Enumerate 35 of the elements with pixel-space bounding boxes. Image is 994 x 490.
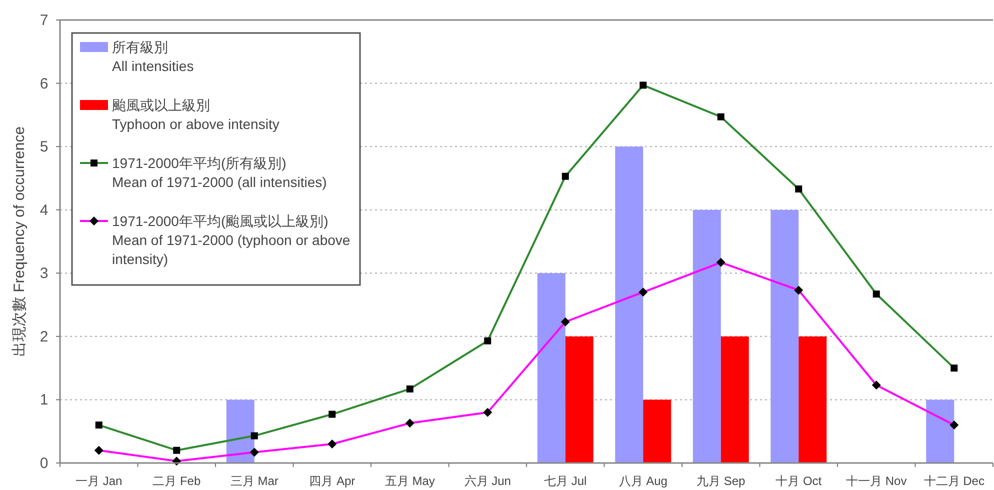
x-tick-label: 十月 Oct <box>776 474 822 488</box>
legend-label: 1971-2000年平均(颱風或以上級別) Mean of 1971-2000 (typhoon or above intensity) <box>112 213 350 267</box>
bar <box>770 210 799 463</box>
x-tick-label: 六月 Jun <box>464 474 511 488</box>
x-tick-label: 三月 Mar <box>230 474 278 488</box>
y-tick-label: 4 <box>40 202 48 219</box>
legend-label: 1971-2000年平均(所有級別) Mean of 1971-2000 (all intensities) <box>112 155 327 190</box>
x-tick-label: 一月 Jan <box>76 474 122 488</box>
y-tick-label: 3 <box>40 265 48 282</box>
bar <box>798 336 827 463</box>
bar <box>615 146 644 463</box>
bar <box>565 336 594 463</box>
bar <box>643 400 672 463</box>
y-tick-label: 1 <box>40 392 48 409</box>
y-axis-title: 出現次數 Frequency of occurrence <box>11 126 28 357</box>
x-tick-label: 十二月 Dec <box>924 474 984 488</box>
y-tick-label: 7 <box>40 12 48 29</box>
y-tick-label: 0 <box>40 455 48 472</box>
x-tick-label: 十一月 Nov <box>846 474 907 488</box>
x-tick-label: 七月 Jul <box>544 474 587 488</box>
y-tick-label: 5 <box>40 138 48 156</box>
y-tick-label: 6 <box>40 75 48 92</box>
x-tick-label: 四月 Apr <box>309 474 356 488</box>
x-tick-label: 八月 Aug <box>618 474 668 488</box>
bar <box>226 400 254 463</box>
legend-label: 颱風或以上級別 Typhoon or above intensity <box>112 97 280 132</box>
bar <box>926 400 954 463</box>
bar <box>537 273 566 463</box>
x-tick-label: 二月 Feb <box>152 474 201 488</box>
x-tick-label: 九月 Sep <box>696 474 746 488</box>
x-tick-label: 五月 May <box>384 474 435 488</box>
y-tick-label: 2 <box>40 328 48 346</box>
legend-label: 所有級別 All intensities <box>112 39 194 74</box>
bar <box>692 210 721 463</box>
bar <box>720 336 749 463</box>
